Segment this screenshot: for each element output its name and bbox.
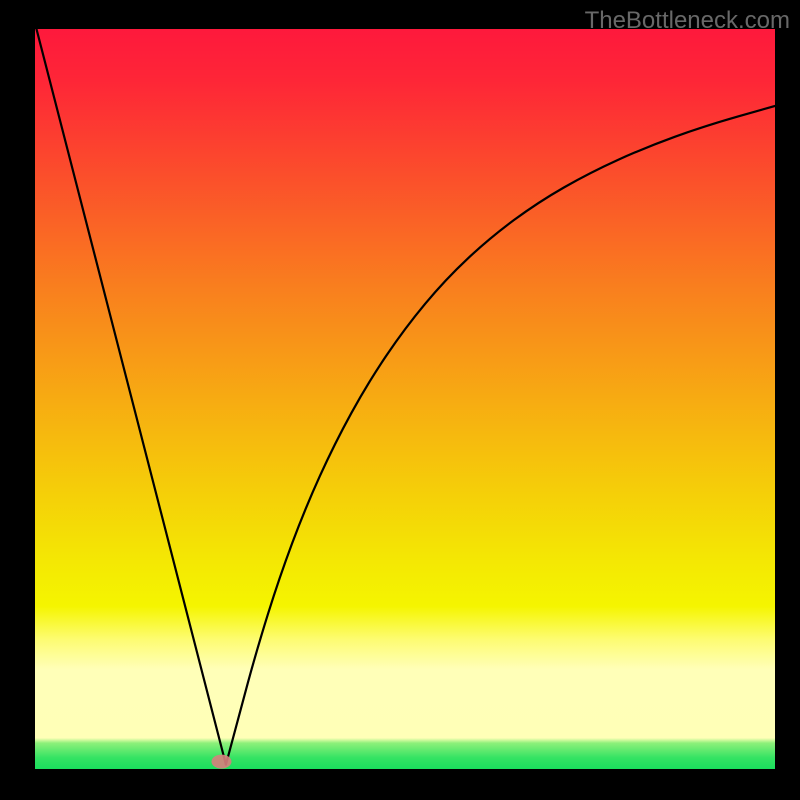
plot-area	[35, 29, 775, 769]
watermark-text: TheBottleneck.com	[585, 7, 790, 35]
vertex-marker	[211, 755, 231, 769]
chart-svg	[35, 29, 775, 769]
chart-frame: TheBottleneck.com	[0, 0, 800, 800]
